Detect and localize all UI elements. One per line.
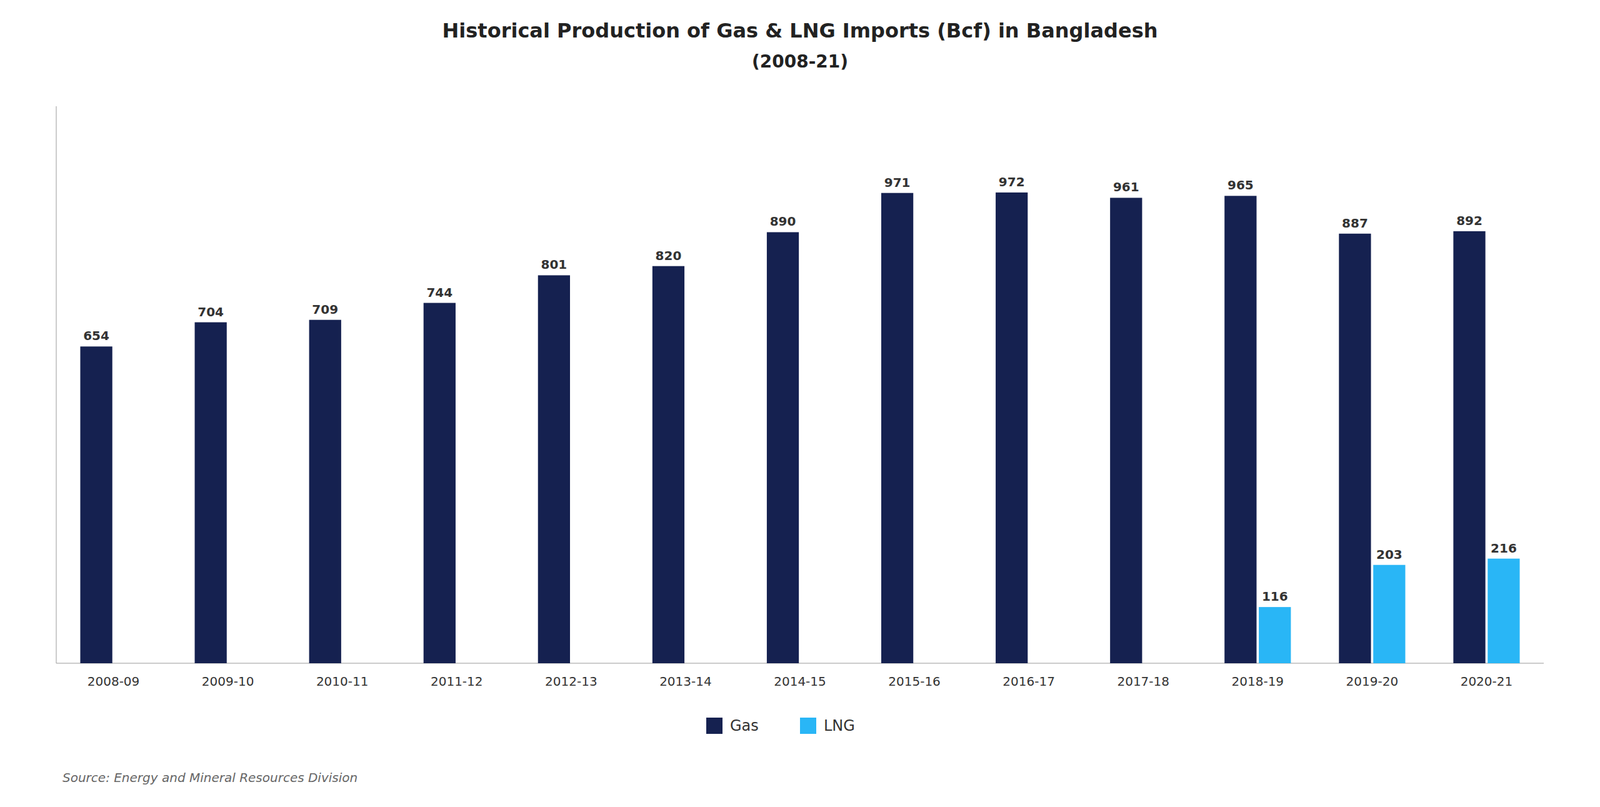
bar: [1373, 565, 1405, 664]
legend-label: LNG: [823, 716, 855, 735]
subtitle: (2008-21): [751, 51, 849, 72]
data-label: 887: [1341, 215, 1369, 231]
y-axis-line: [56, 106, 57, 664]
bar: [195, 322, 227, 664]
bar: [1110, 197, 1142, 664]
x-tick-label: 2012-13: [545, 673, 598, 689]
legend-swatch: [706, 717, 723, 734]
bar: [766, 231, 799, 664]
bar: [343, 663, 376, 664]
bar: [538, 275, 570, 664]
x-tick-label: 2020-21: [1460, 673, 1514, 689]
bar: [652, 266, 685, 664]
bar: [309, 320, 342, 664]
bar: [1144, 663, 1177, 664]
data-label: 654: [83, 328, 110, 344]
x-tick-label: 2010-11: [316, 673, 369, 689]
bar: [114, 663, 147, 664]
data-label: 965: [1227, 177, 1254, 193]
bars: [80, 192, 1520, 664]
bar: [572, 663, 605, 664]
legend-swatch: [800, 717, 817, 734]
x-axis-line: [56, 663, 1544, 664]
data-label: 116: [1261, 588, 1289, 604]
chart: Historical Production of Gas & LNG Impor…: [0, 0, 1600, 807]
x-tick-label: 2017-18: [1116, 673, 1170, 689]
x-tick-label: 2013-14: [659, 673, 712, 689]
data-label: 704: [197, 304, 224, 320]
bar: [1453, 231, 1485, 664]
data-label: 801: [541, 256, 568, 272]
data-label: 971: [884, 175, 911, 190]
legend: Gas LNG: [706, 716, 855, 735]
data-label: 890: [770, 213, 797, 229]
x-tick-label: 2018-19: [1231, 673, 1285, 689]
bar: [423, 303, 456, 664]
data-label: 203: [1376, 546, 1403, 562]
data-label: 709: [311, 301, 339, 317]
data-labels: 654 704 709 744 801 820 890 971 972 961 965 887 892 1…: [83, 174, 1517, 604]
bar: [1487, 558, 1520, 664]
bar: [1224, 195, 1257, 664]
bar: [881, 193, 914, 664]
bar: [80, 346, 112, 664]
legend-label: Gas: [730, 716, 759, 735]
data-label: 961: [1113, 179, 1140, 195]
data-label: 972: [998, 174, 1025, 190]
x-tick-label: 2011-12: [430, 673, 484, 689]
data-label: 820: [655, 248, 682, 264]
data-label: 744: [426, 285, 453, 300]
x-tick-label: 2009-10: [201, 673, 255, 689]
bar: [915, 663, 948, 664]
bar: [1338, 233, 1371, 664]
title: Historical Production of Gas & LNG Impor…: [442, 18, 1159, 43]
source: Source: Energy and Mineral Resources Div…: [62, 770, 358, 785]
x-tick-label: 2014-15: [773, 673, 827, 689]
x-tick-label: 2016-17: [1002, 673, 1055, 689]
x-tick-label: 2015-16: [888, 673, 941, 689]
x-tick-label: 2008-09: [87, 673, 140, 689]
bar: [801, 663, 834, 664]
bar: [1258, 606, 1291, 664]
data-label: 216: [1490, 540, 1517, 556]
bar: [228, 663, 261, 664]
bar: [995, 192, 1028, 664]
bar: [458, 663, 490, 664]
bar: [1030, 663, 1062, 664]
data-label: 892: [1456, 213, 1483, 229]
bar: [686, 663, 719, 664]
x-tick-label: 2019-20: [1346, 673, 1399, 689]
